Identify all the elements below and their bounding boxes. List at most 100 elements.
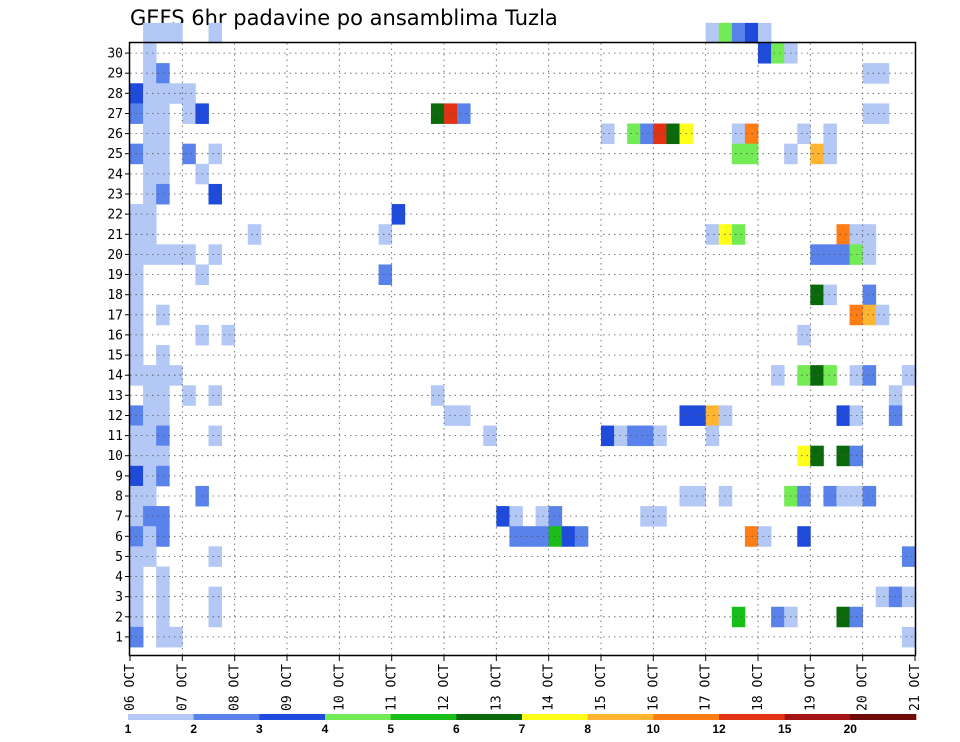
heatmap-cell [143, 365, 157, 386]
heatmap-cell [496, 506, 510, 527]
y-tick-label: 26 [107, 127, 123, 142]
heatmap-cell [457, 405, 471, 426]
heatmap-cell [548, 506, 563, 527]
heatmap-cell [836, 445, 850, 467]
heatmap-cell [208, 606, 222, 628]
heatmap-cell [378, 264, 393, 285]
heatmap-cell [875, 103, 890, 124]
colorbar-label: 5 [387, 722, 394, 736]
heatmap-cell [483, 425, 497, 447]
heatmap-cell [718, 22, 733, 44]
heatmap-cell [156, 626, 170, 648]
heatmap-cell [430, 103, 445, 124]
heatmap-cells [130, 22, 916, 648]
heatmap-cell [758, 22, 772, 44]
heatmap-cell [143, 22, 157, 44]
y-tick-label: 7 [115, 510, 123, 525]
y-tick-label: 25 [107, 147, 123, 162]
y-tick-label: 10 [107, 449, 123, 464]
heatmap-cell [875, 63, 890, 84]
y-tick-label: 2 [115, 610, 123, 625]
heatmap-cell [143, 445, 157, 467]
heatmap-cell [548, 526, 563, 547]
heatmap-cell [640, 425, 654, 447]
heatmap-cell [143, 103, 157, 124]
heatmap-cell [731, 606, 746, 628]
colorbar-label: 7 [519, 722, 526, 736]
heatmap-cell [444, 405, 458, 426]
colorbar-label: 2 [190, 722, 197, 736]
y-tick-label: 9 [115, 469, 123, 484]
x-tick-label: 09 OCT [280, 664, 295, 711]
heatmap-cell [823, 143, 837, 165]
heatmap-cell [522, 526, 536, 547]
colorbar-label: 12 [712, 722, 726, 736]
heatmap-cell [901, 546, 916, 567]
heatmap-cell [771, 606, 785, 628]
heatmap-cell [627, 425, 641, 447]
heatmap-cell [771, 43, 785, 64]
colorbar-swatch [587, 714, 654, 720]
x-tick-label: 19 OCT [803, 664, 818, 711]
heatmap-cell [208, 385, 222, 406]
y-tick-label: 28 [107, 87, 123, 102]
heatmap-cell [810, 284, 824, 306]
heatmap-cell [156, 365, 170, 386]
heatmap-cell [705, 22, 720, 44]
heatmap-cell [182, 103, 196, 124]
heatmap-cell [156, 103, 170, 124]
colorbar-swatch [850, 714, 917, 720]
heatmap-cell [143, 385, 157, 406]
heatmap-cell [143, 485, 157, 507]
heatmap-cell [156, 465, 170, 487]
heatmap-cell [156, 345, 170, 366]
colorbar-label: 15 [778, 722, 792, 736]
heatmap-cell [758, 43, 772, 64]
heatmap-cell [143, 224, 157, 245]
heatmap-cell [444, 103, 458, 124]
heatmap-cell [169, 22, 183, 44]
heatmap-cell [143, 506, 157, 527]
heatmap-cell [901, 626, 916, 648]
heatmap-cell [143, 63, 157, 84]
heatmap-cell [692, 485, 707, 507]
heatmap-cell [810, 445, 824, 467]
heatmap-cell [156, 385, 170, 406]
heatmap-cell [156, 304, 170, 326]
y-tick-label: 20 [107, 248, 123, 263]
y-tick-label: 4 [115, 570, 123, 585]
heatmap-cell [601, 425, 615, 447]
heatmap-cell [156, 526, 170, 547]
x-tick-label: 15 OCT [594, 664, 609, 711]
heatmap-cell [836, 606, 850, 628]
x-tick-label: 18 OCT [751, 664, 766, 711]
heatmap-cell [771, 365, 785, 386]
heatmap-cell [810, 143, 824, 165]
heatmap-cell [208, 143, 222, 165]
chart-title: GEFS 6hr padavine po ansamblima Tuzla [130, 6, 558, 30]
x-tick-label: 20 OCT [856, 664, 871, 711]
heatmap-cell [875, 304, 890, 326]
heatmap-cell [601, 123, 615, 145]
heatmap-cell [666, 123, 680, 145]
heatmap-cell [862, 224, 877, 245]
x-tick-label: 10 OCT [332, 664, 347, 711]
heatmap-cell [156, 566, 170, 587]
heatmap-cell [862, 63, 877, 84]
heatmap-cell [208, 546, 222, 567]
heatmap-cell [862, 244, 877, 265]
heatmap-cell [653, 123, 667, 145]
heatmap-cell [797, 365, 811, 386]
heatmap-cell [797, 123, 811, 145]
heatmap-cell [143, 526, 157, 547]
x-axis: 06 OCT 07 OCT 08 OCT 09 OCT 10 OCT 11 OCT 12 O… [123, 655, 923, 711]
heatmap-cell [705, 425, 720, 447]
colorbar-swatch [719, 714, 785, 720]
x-tick-label: 17 OCT [699, 664, 714, 711]
heatmap-cell [692, 405, 707, 426]
y-tick-label: 6 [115, 530, 123, 545]
heatmap-cell [862, 103, 877, 124]
colorbar-legend: 1 2 3 4 5 6 7 8 10 12 15 20 [125, 714, 917, 736]
x-tick-label: 08 OCT [228, 664, 243, 711]
